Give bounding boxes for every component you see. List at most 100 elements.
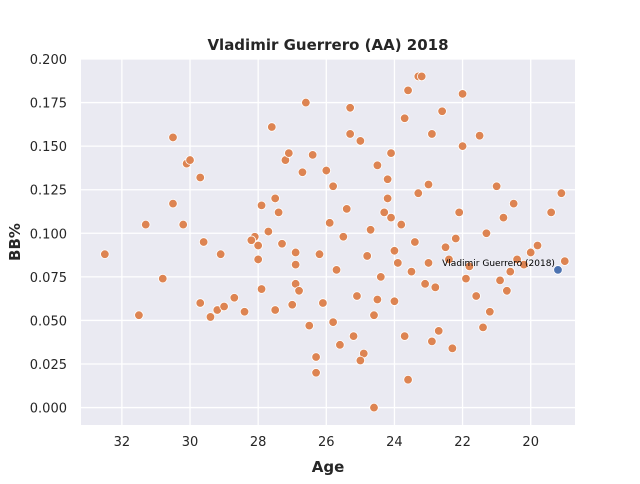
- data-point: [447, 343, 458, 354]
- data-point: [290, 247, 301, 258]
- data-point: [290, 259, 301, 270]
- data-point: [410, 237, 420, 247]
- data-point: [267, 122, 277, 132]
- data-point: [134, 310, 144, 320]
- data-point: [246, 235, 257, 245]
- chart-title: Vladimir Guerrero (AA) 2018: [207, 36, 448, 54]
- data-point: [512, 254, 522, 265]
- data-point: [253, 240, 263, 251]
- data-point: [437, 106, 447, 116]
- data-point: [423, 179, 434, 190]
- data-point: [365, 225, 376, 235]
- data-point: [219, 301, 229, 312]
- data-point: [430, 282, 441, 293]
- data-point: [495, 275, 505, 286]
- data-point: [481, 228, 492, 238]
- data-point: [440, 242, 451, 252]
- x-tick-label: 30: [182, 435, 199, 450]
- data-point: [345, 129, 355, 139]
- data-point: [416, 71, 427, 82]
- data-point: [403, 85, 413, 96]
- data-point: [304, 320, 314, 331]
- data-point: [168, 198, 178, 209]
- data-point: [485, 307, 495, 317]
- data-point: [328, 181, 338, 191]
- data-point: [478, 322, 488, 333]
- data-point: [314, 249, 325, 259]
- data-point: [256, 200, 267, 211]
- data-point: [454, 207, 464, 218]
- data-point: [451, 233, 461, 244]
- y-tick-label: 0.125: [30, 184, 67, 199]
- data-point: [474, 130, 485, 141]
- data-point: [331, 265, 342, 275]
- data-point: [560, 256, 570, 266]
- data-point: [325, 218, 335, 228]
- data-point: [376, 272, 386, 282]
- data-point: [338, 232, 349, 242]
- data-point: [508, 198, 519, 209]
- data-point: [273, 207, 284, 218]
- highlight-point: [553, 265, 563, 275]
- y-tick-label: 0.000: [30, 402, 67, 417]
- data-point: [294, 286, 304, 296]
- data-point: [178, 219, 188, 230]
- data-point: [389, 296, 400, 306]
- data-point: [256, 284, 267, 294]
- data-point: [239, 307, 250, 317]
- data-point: [185, 155, 195, 165]
- data-point: [502, 286, 512, 296]
- data-point: [372, 294, 383, 305]
- y-tick-label: 0.025: [30, 358, 67, 373]
- data-point: [526, 247, 536, 258]
- data-point: [345, 103, 355, 113]
- highlight-label: Vladimir Guerrero (2018): [442, 259, 555, 269]
- data-point: [168, 132, 178, 143]
- y-tick-label: 0.100: [30, 227, 67, 242]
- data-point: [270, 305, 280, 315]
- x-tick-label: 32: [114, 435, 131, 450]
- data-point: [464, 261, 475, 272]
- data-point: [420, 279, 430, 289]
- data-point: [546, 207, 556, 218]
- data-point: [519, 259, 529, 270]
- data-point: [311, 368, 321, 378]
- data-point: [389, 246, 400, 256]
- data-point: [461, 273, 471, 284]
- data-point: [457, 141, 468, 151]
- data-point: [198, 237, 209, 247]
- data-point: [403, 374, 413, 385]
- data-point: [270, 193, 280, 204]
- data-point: [215, 249, 226, 259]
- data-point: [253, 254, 263, 265]
- y-tick-label: 0.075: [30, 271, 67, 286]
- y-tick-label: 0.050: [30, 314, 67, 329]
- data-point: [372, 160, 383, 171]
- data-point: [369, 310, 379, 320]
- data-point: [505, 266, 515, 277]
- data-point: [318, 298, 328, 308]
- data-point: [229, 293, 240, 303]
- data-point: [457, 89, 468, 99]
- plot-area: [81, 59, 575, 425]
- data-point: [444, 254, 454, 265]
- data-point: [434, 326, 444, 336]
- x-tick-label: 24: [386, 435, 403, 450]
- data-point: [263, 226, 274, 237]
- tick-labels: 32 30 28 26 24 22 20 0.000 0.025 0.050 0.075 0.100 0…: [30, 53, 539, 450]
- data-point: [556, 188, 567, 198]
- y-axis-label: BB%: [6, 223, 24, 261]
- data-point: [277, 239, 287, 249]
- data-point: [328, 317, 338, 327]
- data-point: [284, 148, 294, 158]
- data-point: [362, 251, 372, 261]
- data-point: [352, 291, 362, 301]
- data-point: [379, 207, 389, 218]
- data-point: [471, 291, 481, 301]
- data-point: [348, 331, 359, 341]
- data-point: [382, 193, 393, 204]
- data-point: [311, 352, 321, 362]
- data-point: [427, 129, 437, 139]
